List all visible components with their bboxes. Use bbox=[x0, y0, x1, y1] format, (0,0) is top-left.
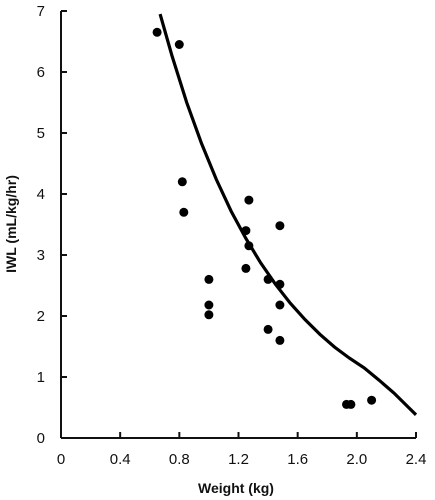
data-points bbox=[152, 27, 377, 409]
y-tick-label: 7 bbox=[37, 3, 45, 20]
data-point bbox=[275, 279, 285, 289]
data-point bbox=[367, 395, 377, 405]
fit-curve-group bbox=[158, 13, 418, 416]
x-tick-label: 0 bbox=[57, 451, 65, 468]
data-point bbox=[275, 335, 285, 345]
data-point bbox=[179, 207, 189, 217]
data-point bbox=[241, 263, 251, 273]
x-tick-label: 1.6 bbox=[287, 451, 308, 468]
data-point bbox=[177, 177, 187, 187]
data-point bbox=[244, 241, 254, 251]
data-point bbox=[275, 300, 285, 310]
x-tick-label: 0.8 bbox=[169, 451, 190, 468]
y-tick-label: 0 bbox=[37, 430, 45, 447]
x-tick-label: 2.4 bbox=[406, 451, 427, 468]
data-point bbox=[244, 195, 254, 205]
data-point bbox=[275, 221, 285, 231]
data-point bbox=[346, 399, 356, 409]
fit-curve bbox=[158, 13, 418, 416]
data-point bbox=[263, 274, 273, 284]
x-ticks: 0 0.4 0.8 1.2 1.6 2.0 2.4 bbox=[57, 432, 427, 468]
x-axis-title: Weight (kg) bbox=[198, 480, 274, 496]
data-point bbox=[152, 27, 162, 37]
y-tick-label: 2 bbox=[37, 308, 45, 325]
x-tick-label: 1.2 bbox=[228, 451, 249, 468]
x-tick-label: 0.4 bbox=[110, 451, 131, 468]
y-axis-title: IWL (mL/kg/hr) bbox=[3, 175, 19, 273]
x-tick-label: 2.0 bbox=[346, 451, 367, 468]
data-point bbox=[174, 40, 184, 49]
y-tick-label: 5 bbox=[37, 125, 45, 142]
data-point bbox=[204, 310, 214, 320]
y-tick-label: 3 bbox=[37, 247, 45, 264]
data-point bbox=[204, 300, 214, 310]
y-tick-label: 1 bbox=[37, 369, 45, 386]
data-point bbox=[204, 274, 214, 284]
data-point bbox=[263, 324, 273, 334]
y-ticks: 0 1 2 3 4 5 6 7 bbox=[37, 3, 67, 447]
y-tick-label: 4 bbox=[37, 186, 45, 203]
y-tick-label: 6 bbox=[37, 64, 45, 81]
data-point bbox=[241, 226, 251, 236]
